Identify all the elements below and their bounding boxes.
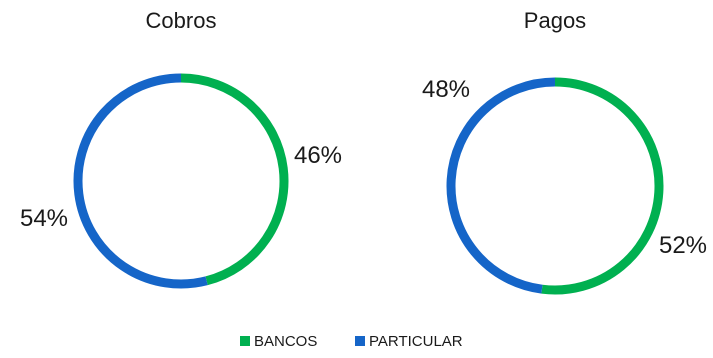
donut-segment-particular bbox=[73, 73, 208, 289]
donut-segment-particular bbox=[446, 77, 556, 294]
chart-title: Cobros bbox=[146, 8, 217, 33]
legend-label-bancos: BANCOS bbox=[254, 333, 317, 350]
data-label: 54% bbox=[20, 205, 68, 232]
chart-pagos: Pagos 52% 48% bbox=[422, 8, 707, 295]
legend-swatch-particular bbox=[355, 336, 365, 346]
legend-label-particular: PARTICULAR bbox=[369, 333, 463, 350]
chart-title: Pagos bbox=[524, 8, 586, 33]
data-label: 52% bbox=[659, 232, 707, 259]
data-label: 48% bbox=[422, 76, 470, 103]
legend: BANCOS PARTICULAR bbox=[240, 333, 463, 350]
donut-segment-bancos bbox=[541, 77, 664, 295]
legend-swatch-bancos bbox=[240, 336, 250, 346]
donut-segment-bancos bbox=[180, 73, 289, 286]
chart-cobros: Cobros 46% 54% bbox=[20, 8, 342, 289]
data-label: 46% bbox=[294, 142, 342, 169]
